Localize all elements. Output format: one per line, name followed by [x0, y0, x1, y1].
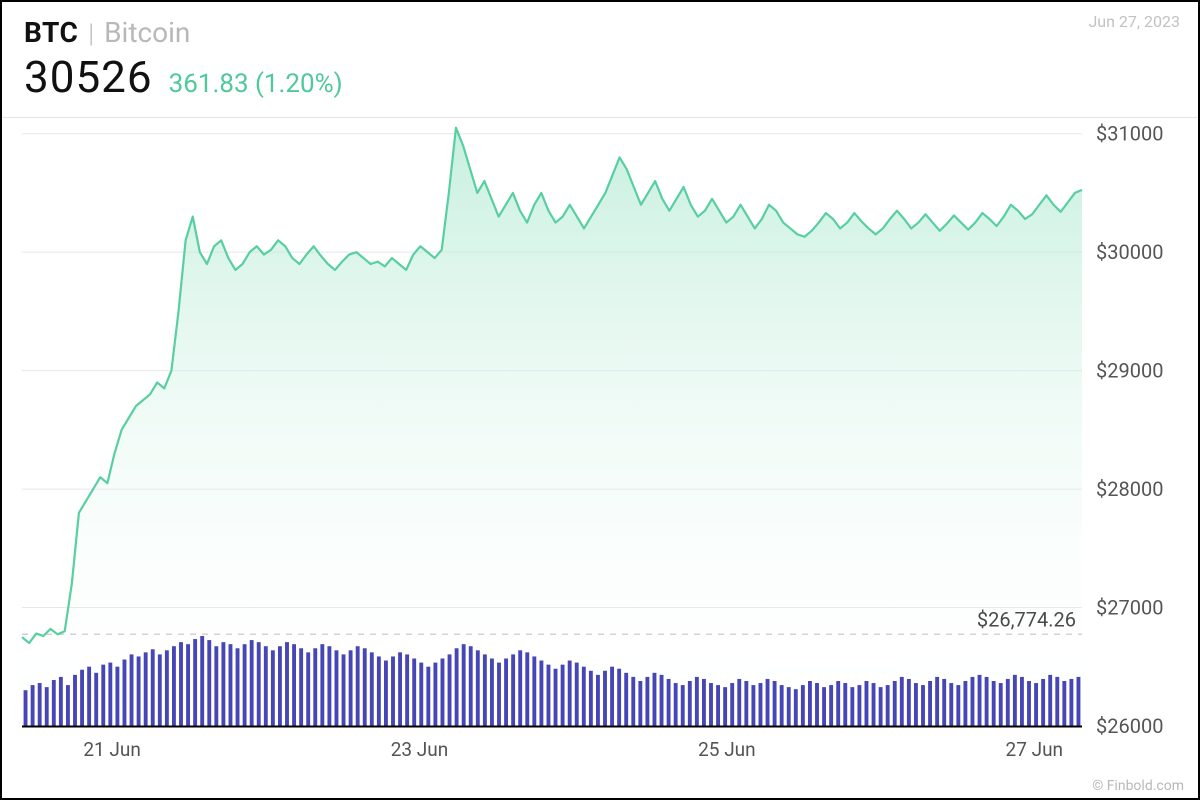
svg-text:$29000: $29000	[1096, 359, 1163, 383]
svg-text:27 Jun: 27 Jun	[1006, 738, 1064, 761]
price-chart-svg: $26000$27000$28000$29000$30000$31000$26,…	[2, 110, 1198, 778]
price-delta: 361.83 (1.20%)	[169, 69, 343, 99]
current-price: 30526	[24, 51, 153, 103]
price-row: 30526 361.83 (1.20%)	[24, 51, 1176, 103]
svg-text:$30000: $30000	[1096, 240, 1163, 264]
pipe-separator: |	[88, 19, 94, 49]
title-row: BTC | Bitcoin	[24, 16, 1176, 49]
snapshot-date: Jun 27, 2023	[1088, 12, 1180, 31]
svg-text:$26000: $26000	[1096, 714, 1163, 738]
chart-card: BTC | Bitcoin 30526 361.83 (1.20%) Jun 2…	[0, 0, 1200, 800]
svg-text:21 Jun: 21 Jun	[83, 738, 141, 761]
svg-text:$27000: $27000	[1096, 596, 1163, 620]
header: BTC | Bitcoin 30526 361.83 (1.20%)	[2, 2, 1198, 111]
svg-text:$28000: $28000	[1096, 477, 1163, 501]
copyright-label: © Finbold.com	[1092, 778, 1184, 794]
ticker-symbol: BTC	[24, 16, 78, 49]
chart-area[interactable]: $26000$27000$28000$29000$30000$31000$26,…	[2, 110, 1198, 774]
svg-text:25 Jun: 25 Jun	[698, 738, 756, 761]
asset-name: Bitcoin	[104, 16, 190, 49]
svg-text:23 Jun: 23 Jun	[391, 738, 449, 761]
svg-text:$31000: $31000	[1096, 122, 1163, 146]
